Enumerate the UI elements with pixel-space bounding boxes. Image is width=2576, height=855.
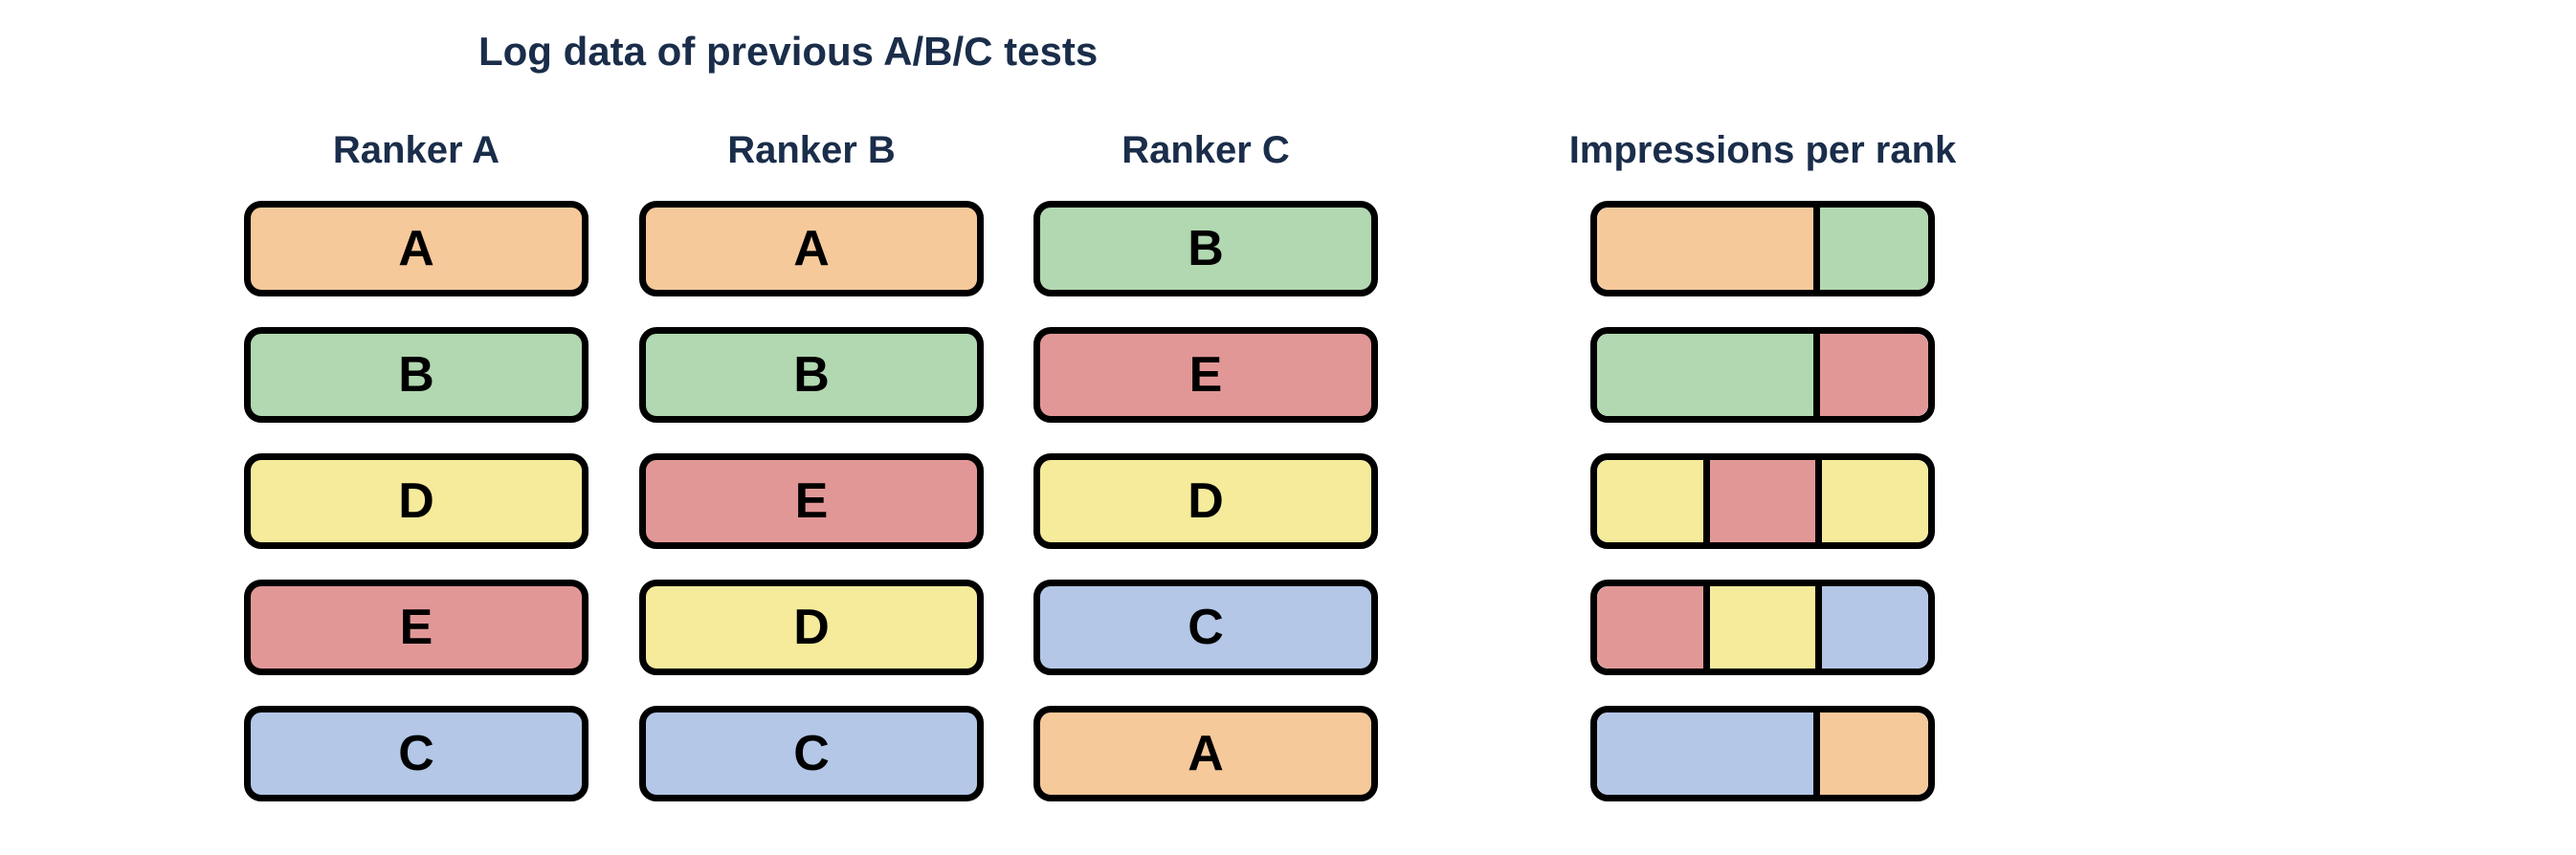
impression-row bbox=[1590, 706, 1935, 801]
ranker-c-header: Ranker C bbox=[1121, 129, 1290, 172]
impressions-header: Impressions per rank bbox=[1569, 129, 1957, 172]
rank-item: E bbox=[244, 580, 588, 675]
rank-item: C bbox=[1033, 580, 1378, 675]
rank-item: D bbox=[639, 580, 984, 675]
rank-item: A bbox=[639, 201, 984, 296]
rank-item: D bbox=[244, 453, 588, 549]
rank-item: E bbox=[639, 453, 984, 549]
impressions-column: Impressions per rank bbox=[1552, 129, 1973, 832]
ranker-b-header: Ranker B bbox=[727, 129, 896, 172]
rank-item: C bbox=[639, 706, 984, 801]
impression-row bbox=[1590, 580, 1935, 675]
impression-segment bbox=[1597, 460, 1703, 542]
ranker-a-header: Ranker A bbox=[333, 129, 500, 172]
impression-segment bbox=[1815, 460, 1928, 542]
main-title: Log data of previous A/B/C tests bbox=[478, 29, 1098, 75]
impression-segment bbox=[1815, 586, 1928, 669]
impression-row bbox=[1590, 327, 1935, 423]
ranker-b-column: Ranker B ABEDC bbox=[639, 129, 984, 832]
impression-segment bbox=[1597, 334, 1813, 416]
impression-segment bbox=[1597, 586, 1703, 669]
rank-item: C bbox=[244, 706, 588, 801]
impression-segment bbox=[1597, 712, 1813, 795]
rank-item: A bbox=[244, 201, 588, 296]
impression-row bbox=[1590, 201, 1935, 296]
rank-item: E bbox=[1033, 327, 1378, 423]
impression-segment bbox=[1703, 460, 1816, 542]
impression-row bbox=[1590, 453, 1935, 549]
rank-item: B bbox=[244, 327, 588, 423]
impression-segment bbox=[1703, 586, 1816, 669]
ranker-c-column: Ranker C BEDCA bbox=[1033, 129, 1378, 832]
rank-item: B bbox=[1033, 201, 1378, 296]
impression-segment bbox=[1813, 334, 1928, 416]
impression-segment bbox=[1597, 208, 1813, 290]
impression-segment bbox=[1813, 712, 1928, 795]
impression-segment bbox=[1813, 208, 1928, 290]
ranker-a-column: Ranker A ABDEC bbox=[244, 129, 588, 832]
rank-item: A bbox=[1033, 706, 1378, 801]
rank-item: B bbox=[639, 327, 984, 423]
rank-item: D bbox=[1033, 453, 1378, 549]
